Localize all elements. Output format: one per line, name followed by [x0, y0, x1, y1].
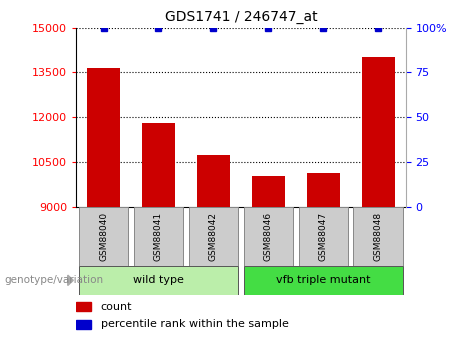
Title: GDS1741 / 246747_at: GDS1741 / 246747_at [165, 10, 317, 24]
Bar [142, 123, 175, 207]
Text: GSM88040: GSM88040 [99, 212, 108, 261]
Bar [362, 58, 395, 207]
Text: vfb triple mutant: vfb triple mutant [276, 275, 371, 285]
Bar [79, 266, 238, 295]
Bar [134, 207, 183, 266]
Bar [243, 266, 403, 295]
Bar [197, 155, 230, 207]
Text: GSM88046: GSM88046 [264, 212, 273, 261]
Text: GSM88047: GSM88047 [319, 212, 328, 261]
Text: count: count [101, 302, 132, 312]
Bar [243, 207, 293, 266]
Bar [76, 302, 91, 312]
Bar [299, 207, 348, 266]
Text: GSM88048: GSM88048 [374, 212, 383, 261]
Bar [79, 207, 128, 266]
Text: wild type: wild type [133, 275, 184, 285]
Bar [252, 176, 285, 207]
Text: GSM88042: GSM88042 [209, 212, 218, 261]
Bar [76, 320, 91, 329]
Bar [354, 207, 403, 266]
Text: genotype/variation: genotype/variation [5, 275, 104, 285]
Text: percentile rank within the sample: percentile rank within the sample [101, 319, 289, 329]
Bar [307, 172, 340, 207]
Text: GSM88041: GSM88041 [154, 212, 163, 261]
Bar [189, 207, 238, 266]
Bar [87, 68, 120, 207]
